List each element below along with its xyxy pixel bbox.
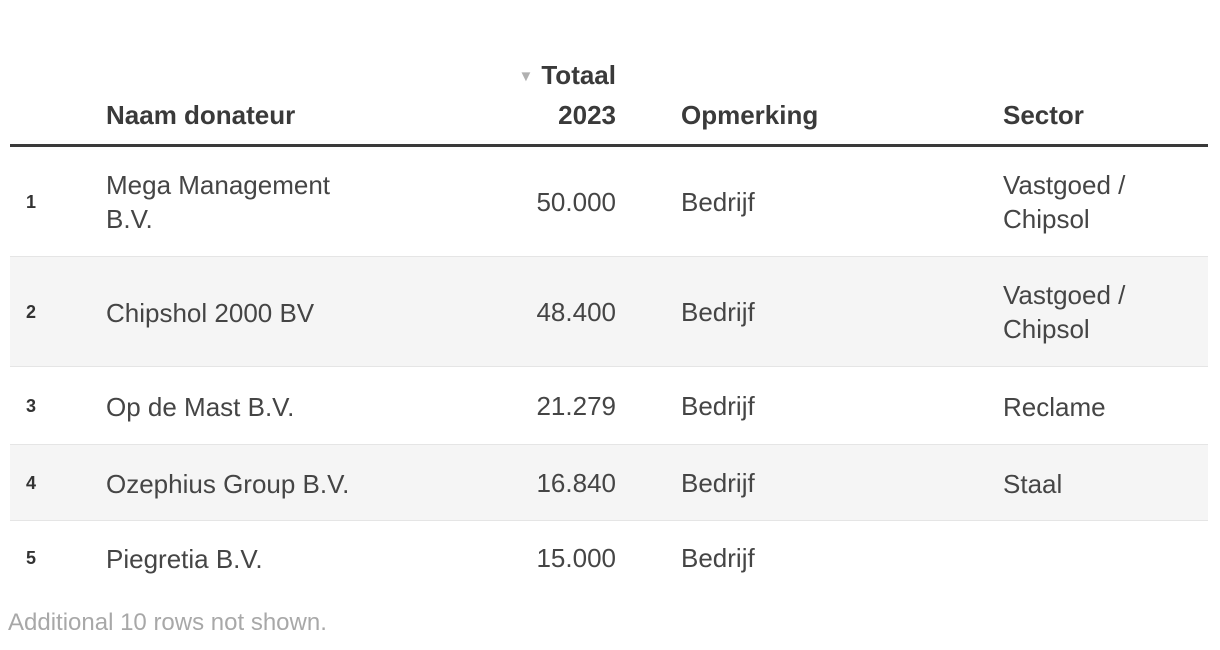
total-2023: 16.840 [486,444,626,521]
row-number: 2 [10,256,106,367]
sector [1003,520,1208,595]
sector: Vastgoed / Chipsol [1003,169,1126,234]
row-number: 5 [10,520,106,595]
column-header-label: 2023 [558,100,616,130]
donors-table: Naam donateur ▼ Totaal 2023 Opmerking Sec… [10,44,1208,595]
table-row: 4 Ozephius Group B.V. 16.840 Bedrijf Sta… [10,444,1208,521]
column-header-label: Sector [1003,100,1084,130]
sector: Staal [1003,444,1208,521]
column-header-label: Totaal [541,60,616,90]
donor-name: Op de Mast B.V. [106,366,486,445]
row-number: 4 [10,444,106,521]
row-number: 1 [26,191,37,212]
opmerking: Bedrijf [626,444,1003,521]
column-header-row-number [10,44,106,147]
sector: Reclame [1003,366,1208,445]
table-row: 3 Op de Mast B.V. 21.279 Bedrijf Reclame [10,366,1208,445]
sector: Vastgoed / Chipsol [1003,256,1208,367]
opmerking: Bedrijf [626,520,1003,595]
table-row: 5 Piegretia B.V. 15.000 Bedrijf [10,520,1208,595]
row-number: 3 [10,366,106,445]
total-2023: 48.400 [486,256,626,367]
column-header-totaal-2023[interactable]: ▼ Totaal 2023 [486,44,626,147]
donor-name: Ozephius Group B.V. [106,444,486,521]
donor-name: Piegretia B.V. [106,520,486,595]
opmerking: Bedrijf [626,256,1003,367]
total-2023: 50.000 [536,186,616,217]
column-header-sector[interactable]: Sector [1003,44,1208,147]
column-header-label: Opmerking [681,100,819,130]
sort-descending-icon: ▼ [518,68,534,85]
header-row: Naam donateur ▼ Totaal 2023 Opmerking Sec… [10,44,1208,147]
column-header-label: Naam donateur [106,100,296,130]
table-row: 1 Mega Management B.V. 50.000 Bedrijf Va… [10,146,1208,257]
table-row: 2 Chipshol 2000 BV 48.400 Bedrijf Vastgo… [10,256,1208,367]
column-header-naam-donateur[interactable]: Naam donateur [106,44,486,147]
opmerking: Bedrijf [681,186,755,217]
total-2023: 15.000 [486,520,626,595]
total-2023: 21.279 [486,366,626,445]
donor-name: Mega Management B.V. [106,169,331,234]
column-header-opmerking[interactable]: Opmerking [626,44,1003,147]
donor-name: Chipshol 2000 BV [106,256,486,367]
opmerking: Bedrijf [626,366,1003,445]
additional-rows-note: Additional 10 rows not shown. [8,609,327,636]
